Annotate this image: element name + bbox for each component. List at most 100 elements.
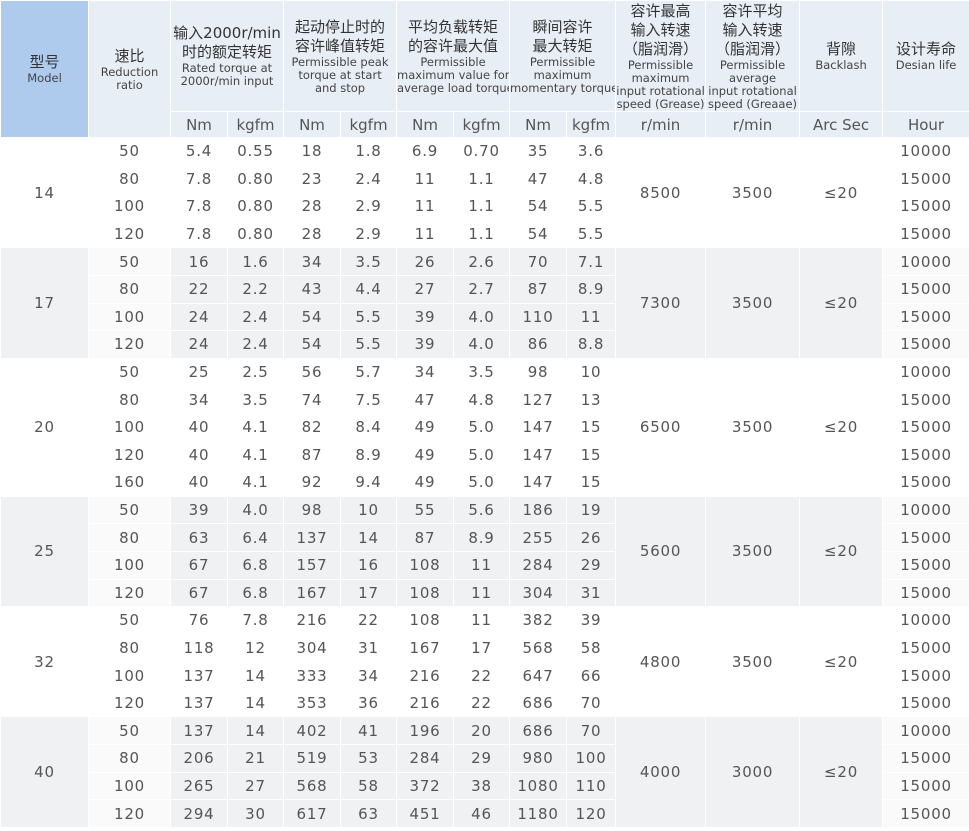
torque-cell: 87	[283, 440, 341, 470]
torque-cell: 35	[509, 137, 568, 166]
torque-cell: 10	[566, 357, 617, 387]
life-cell: 15000	[882, 688, 969, 718]
header-zh: 容许最高	[630, 1, 691, 20]
torque-cell: 70	[509, 247, 568, 276]
torque-cell: 2.5	[227, 357, 284, 387]
life-cell: 10000	[882, 606, 969, 635]
torque-cell: 7.8	[170, 219, 228, 249]
torque-cell: 100	[566, 744, 617, 773]
life-cell: 10000	[882, 357, 969, 387]
life-cell: 15000	[882, 412, 969, 442]
torque-cell: 4.1	[227, 468, 284, 497]
header-zh: 输入转速	[630, 20, 691, 39]
torque-cell: 46	[453, 799, 511, 828]
header-zh: 背隙	[826, 40, 857, 58]
torque-cell: 568	[509, 633, 568, 663]
ratio-cell: 160	[88, 468, 171, 497]
torque-cell: 98	[283, 495, 341, 525]
torque-cell: 8.8	[566, 330, 617, 359]
ratio-cell: 100	[88, 302, 171, 332]
header-cell: 瞬间容许 最大转矩 Permissible maximum momentary torq…	[509, 0, 617, 112]
torque-cell: 108	[396, 606, 455, 635]
ratio-cell: 120	[88, 219, 171, 249]
torque-cell: 86	[509, 330, 568, 359]
data-row: 100 265 27 568 58 372 38 1080 110 15000	[1, 771, 969, 801]
ratio-cell: 120	[88, 330, 171, 359]
header-en: Reduction	[100, 64, 159, 79]
torque-cell: 108	[396, 550, 455, 580]
model-cell: 32	[0, 606, 89, 718]
header-en: speed (Grease)	[616, 96, 705, 111]
torque-cell: 54	[509, 192, 568, 221]
life-cell: 10000	[882, 137, 969, 166]
torque-cell: 3.6	[566, 137, 617, 166]
torque-cell: 2.9	[339, 219, 398, 249]
ratio-cell: 50	[88, 495, 171, 525]
torque-cell: 24	[170, 330, 228, 359]
torque-cell: 49	[396, 468, 455, 497]
header-cell: 输入2000r/min 时的额定转矩 Rated torque at 2000r/mi…	[170, 0, 284, 112]
header-en: Permissible	[420, 54, 486, 69]
torque-cell: 87	[396, 523, 455, 552]
header-en: input rotational	[616, 83, 705, 98]
backlash-cell: ≤20	[799, 716, 884, 828]
torque-cell: 1180	[509, 799, 568, 828]
torque-cell: 5.7	[339, 357, 398, 387]
torque-cell: 186	[509, 495, 568, 525]
torque-cell: 67	[170, 550, 228, 580]
max-speed-cell: 4800	[615, 606, 707, 718]
torque-cell: 39	[396, 330, 455, 359]
unit-cell: kgfm	[566, 111, 617, 138]
torque-cell: 284	[509, 550, 568, 580]
torque-cell: 7.8	[170, 192, 228, 221]
torque-cell: 34	[170, 385, 228, 414]
torque-cell: 7.1	[566, 247, 617, 276]
unit-cell: Hour	[882, 111, 969, 138]
header-zh: 速比	[114, 46, 145, 65]
torque-cell: 70	[566, 716, 617, 746]
torque-cell: 6.9	[396, 137, 455, 166]
header-zh: 输入转速	[722, 20, 783, 39]
header-cell: 容许最高 输入转速 （脂润滑） Permissible maximum input rot…	[615, 0, 707, 112]
torque-cell: 18	[283, 137, 341, 166]
torque-cell: 216	[283, 606, 341, 635]
ratio-cell: 100	[88, 412, 171, 442]
torque-cell: 31	[566, 578, 617, 608]
torque-cell: 11	[396, 164, 455, 194]
ratio-cell: 120	[88, 799, 171, 828]
data-row: 100 137 14 333 34 216 22 647 66 15000	[1, 661, 969, 690]
backlash-cell: ≤20	[799, 136, 884, 249]
torque-cell: 27	[396, 274, 455, 304]
torque-cell: 0.80	[227, 219, 284, 249]
ratio-cell: 80	[88, 523, 171, 552]
torque-cell: 24	[170, 302, 228, 332]
data-row: 32 50 76 7.8 216 22 108 11 382 39 4800 3500 ≤20 10000	[0, 606, 969, 718]
torque-cell: 30	[227, 799, 284, 828]
torque-cell: 216	[396, 661, 455, 690]
header-en: 2000r/min input	[180, 74, 274, 88]
header-en: momentary torque	[510, 80, 616, 95]
life-cell: 15000	[882, 468, 969, 497]
header-en: Permissible	[627, 57, 694, 72]
unit-cell: Nm	[170, 111, 228, 138]
torque-cell: 34	[283, 247, 341, 276]
unit-cell: Nm	[396, 111, 455, 138]
torque-cell: 14	[227, 688, 284, 718]
data-row: 25 50 39 4.0 98 10 55 5.6 186 19 5600 3500 ≤20 10000	[0, 495, 969, 608]
torque-cell: 21	[227, 744, 284, 773]
unit-cell: kgfm	[227, 111, 284, 138]
header-en: Rated torque at	[181, 61, 273, 75]
torque-cell: 43	[283, 274, 341, 304]
header-zh: （脂润滑）	[715, 39, 791, 58]
data-row: 120 7.8 0.80 28 2.9 11 1.1 54 5.5 15000	[1, 219, 969, 249]
max-speed-cell: 7300	[615, 247, 707, 359]
data-row: 80 63 6.4 137 14 87 8.9 255 26 15000	[1, 523, 969, 552]
data-row: 120 294 30 617 63 451 46 1180 120 15000	[1, 799, 969, 828]
torque-cell: 28	[283, 219, 341, 249]
torque-cell: 47	[396, 385, 455, 414]
header-zh: （脂润滑）	[623, 39, 699, 58]
avg-speed-cell: 3500	[705, 136, 801, 249]
life-cell: 10000	[882, 716, 969, 746]
torque-cell: 2.9	[339, 192, 398, 221]
torque-cell: 14	[227, 716, 284, 746]
